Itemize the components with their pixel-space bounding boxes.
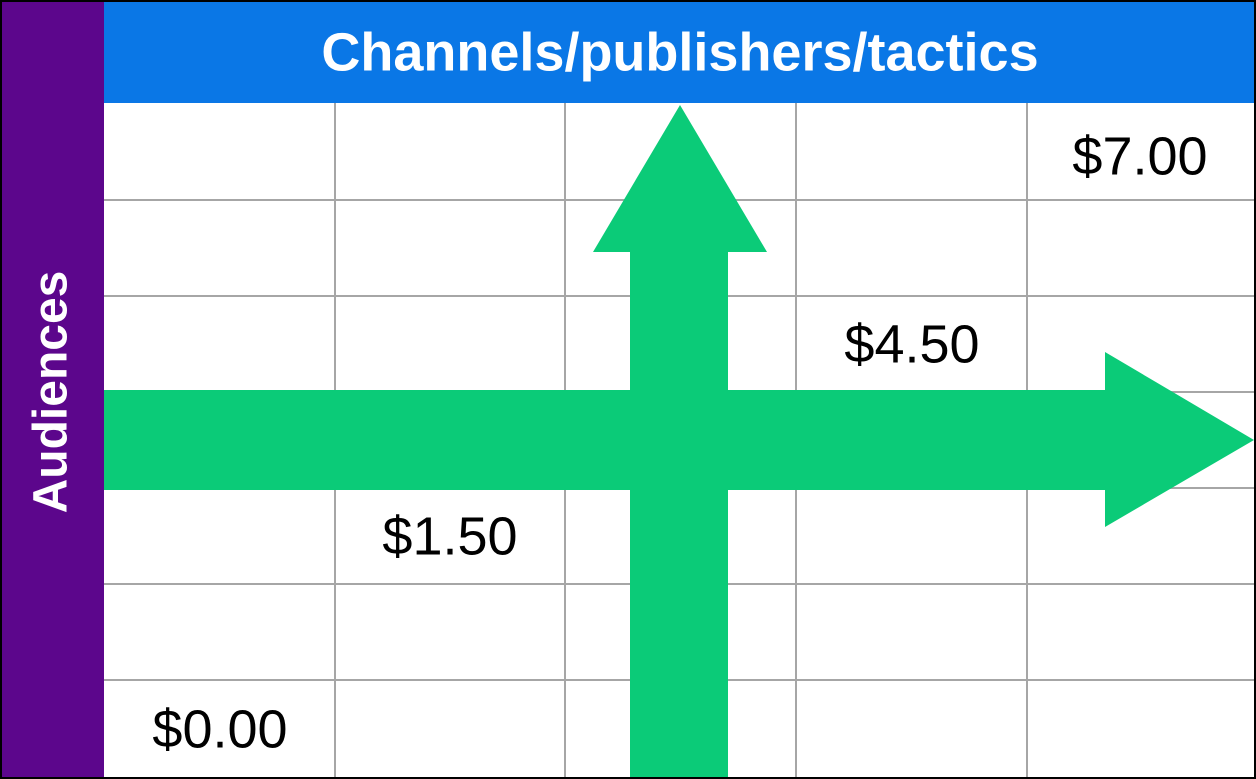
header-title: Channels/publishers/tactics	[321, 22, 1038, 82]
side-bar	[0, 0, 104, 779]
price-label: $4.50	[844, 314, 979, 374]
vertical-arrow	[593, 105, 767, 777]
side-label: Audiences	[25, 271, 78, 514]
price-label: $0.00	[152, 699, 287, 759]
header-bar	[104, 0, 1256, 103]
price-label: $1.50	[382, 506, 517, 566]
price-label: $7.00	[1072, 126, 1207, 186]
